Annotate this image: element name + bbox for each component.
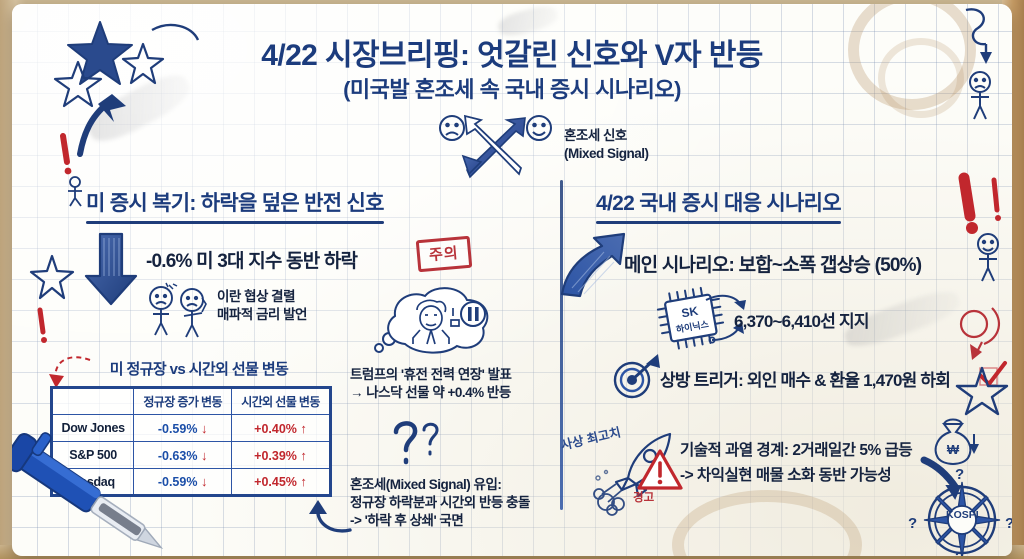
table-col-futures: 시간외 선물 변동 <box>231 387 331 415</box>
us-drop-causes: 이란 협상 결렬 매파적 금리 발언 <box>217 289 307 322</box>
question-mark-icon: ? <box>1005 515 1012 532</box>
overheating-risk-note: 기술적 과열 경계: 2거래일간 5% 급등 -> 차익실현 매물 소화 동반 … <box>680 442 913 484</box>
us-market-table: 정규장 증가 변동 시간외 선물 변동 Dow Jones -0.59% ↓ +… <box>50 386 332 497</box>
down-arrow-icon: ↓ <box>200 420 208 436</box>
right-column-heading: 4/22 국내 증시 대응 시나리오 <box>596 187 842 224</box>
table-cell-regular: -0.63% ↓ <box>133 441 233 469</box>
us-index-drop-headline: -0.6% 미 3대 지수 동반 하락 <box>146 251 358 272</box>
caution-stamp: 주의 <box>415 235 472 273</box>
table-cell-futures: +0.40% ↑ <box>231 414 331 442</box>
page-title: 4/22 시장브리핑: 엇갈린 신호와 V자 반등 <box>261 39 763 72</box>
notebook-paper: 4/22 시장브리핑: 엇갈린 신호와 V자 반등 (미국발 혼조세 속 국내 … <box>12 4 1012 556</box>
heading-underline <box>596 221 841 224</box>
mixed-signal-conclusion: 혼조세(Mixed Signal) 유입: 정규장 하락분과 시간외 반등 충돌… <box>350 477 530 528</box>
down-arrow-icon: ↓ <box>200 447 208 463</box>
mixed-signal-label: 혼조세 신호 (Mixed Signal) <box>564 128 649 161</box>
table-cell-regular: -0.59% ↓ <box>133 468 233 496</box>
up-arrow-icon: ↑ <box>300 474 307 489</box>
table-cell-futures: +0.39% ↑ <box>231 441 331 469</box>
column-divider <box>560 180 563 510</box>
table-col-regular: 정규장 증가 변동 <box>133 387 233 415</box>
warning-label: 경고 <box>633 492 655 504</box>
upside-trigger-text: 상방 트리거: 외인 매수 & 환율 1,470원 하회 <box>660 371 951 390</box>
main-scenario-headline: 메인 시나리오: 보합~소폭 갭상승 (50%) <box>624 255 922 276</box>
question-mark-icon: ? <box>955 549 964 556</box>
question-mark-icon: ? <box>908 515 918 532</box>
heading-underline <box>86 221 384 224</box>
up-arrow-icon: ↑ <box>300 447 307 463</box>
table-cell-futures: +0.45% ↑ <box>231 468 331 496</box>
down-arrow-icon: ↓ <box>200 474 208 489</box>
ballpoint-pen-icon <box>12 432 164 550</box>
compass-label: KOSPI <box>946 509 979 521</box>
support-line-text: 6,370~6,410선 지지 <box>734 312 869 331</box>
trump-announcement-note: 트럼프의 '휴전 전력 연장' 발표 → 나스닥 선물 약 +0.4% 반등 <box>350 367 512 400</box>
table-row-label: Dow Jones <box>50 414 135 442</box>
question-mark-icon: ? <box>955 466 965 483</box>
page-subtitle: (미국발 혼조세 속 국내 증시 시나리오) <box>343 77 681 102</box>
table-header-row: 정규장 증가 변동 시간외 선물 변동 <box>51 387 331 415</box>
table-title: 미 정규장 vs 시간외 선물 변동 <box>109 361 289 378</box>
table-corner-cell <box>51 387 135 415</box>
table-row-label: S&P 500 <box>50 441 135 469</box>
up-arrow-icon: ↑ <box>300 420 307 436</box>
left-column-heading: 미 증시 복기: 하락을 덮은 반전 신호 <box>86 187 384 224</box>
table-row: Dow Jones -0.59% ↓ +0.40% ↑ <box>50 414 331 442</box>
